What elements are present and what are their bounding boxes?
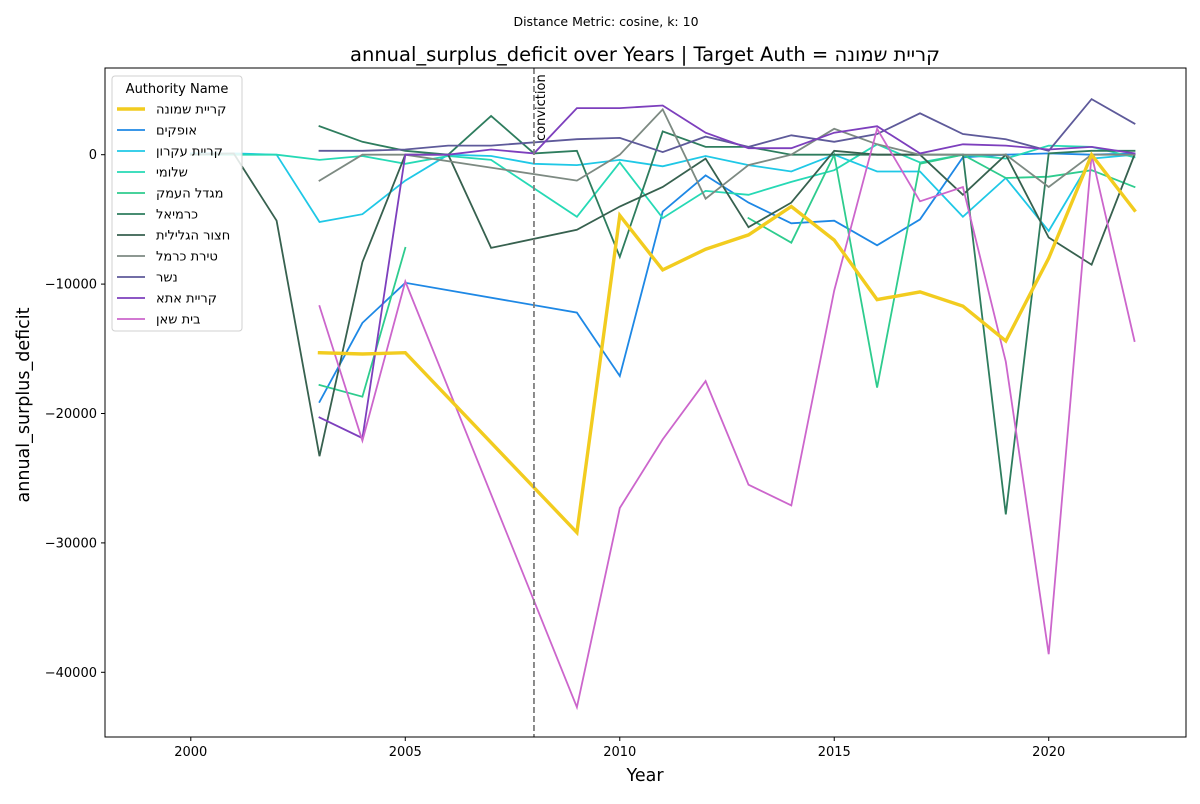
y-tick-label: −10000 [45, 278, 97, 293]
series-line-9 [318, 104, 1136, 440]
series-line-3 [189, 143, 1136, 220]
y-tick-label: −40000 [45, 666, 97, 681]
axes-frame [104, 67, 1187, 738]
legend-label: כרמיאל [156, 208, 198, 223]
x-axis: 2000 2005 2010 2015 2020 [174, 737, 1065, 760]
x-tick-label: 2005 [389, 745, 422, 760]
plot-area: conviction [189, 68, 1137, 737]
series-line-0 [317, 151, 1137, 537]
legend-label: אופקים [156, 124, 197, 139]
y-tick-label: −20000 [45, 407, 97, 422]
series-line-8 [318, 97, 1136, 154]
series-line-2 [189, 152, 1136, 233]
series-line-7 [318, 107, 1136, 201]
chart-suptitle: Distance Metric: cosine, k: 10 [513, 14, 698, 29]
chart-title: annual_surplus_deficit over Years | Targ… [350, 43, 940, 66]
series-line-6 [189, 149, 1136, 457]
x-tick-label: 2015 [818, 745, 851, 760]
x-axis-label: Year [625, 766, 664, 786]
series-line-1 [318, 152, 1136, 404]
x-tick-label: 2010 [603, 745, 636, 760]
legend-label: טירת כרמל [156, 250, 218, 265]
legend-label: בית שאן [156, 313, 201, 328]
legend-label: קריית אתא [156, 292, 217, 307]
legend-label: חצור הגלילית [156, 229, 230, 244]
x-tick-label: 2020 [1032, 745, 1065, 760]
y-axis: −40000 −30000 −20000 −10000 0 [45, 148, 105, 681]
y-tick-label: 0 [89, 148, 97, 163]
y-tick-label: −30000 [45, 536, 97, 551]
legend-title: Authority Name [126, 82, 229, 97]
series-line-10 [318, 126, 1136, 711]
legend-label: מגדל העמק [156, 187, 224, 202]
legend-box [111, 75, 243, 332]
legend-label: קריית שמונה [156, 103, 226, 118]
legend: Authority Name קריית שמונה אופקים קריית עקר… [111, 75, 243, 332]
legend-label: שלומי [156, 166, 188, 181]
series-line-4-seg1 [747, 151, 1136, 388]
x-tick-label: 2000 [174, 745, 207, 760]
legend-label: קריית עקרון [156, 145, 223, 160]
series-line-5 [318, 114, 1136, 515]
y-axis-label: annual_surplus_deficit [14, 307, 34, 502]
legend-label: נשר [156, 271, 178, 286]
conviction-label: conviction [534, 74, 549, 141]
